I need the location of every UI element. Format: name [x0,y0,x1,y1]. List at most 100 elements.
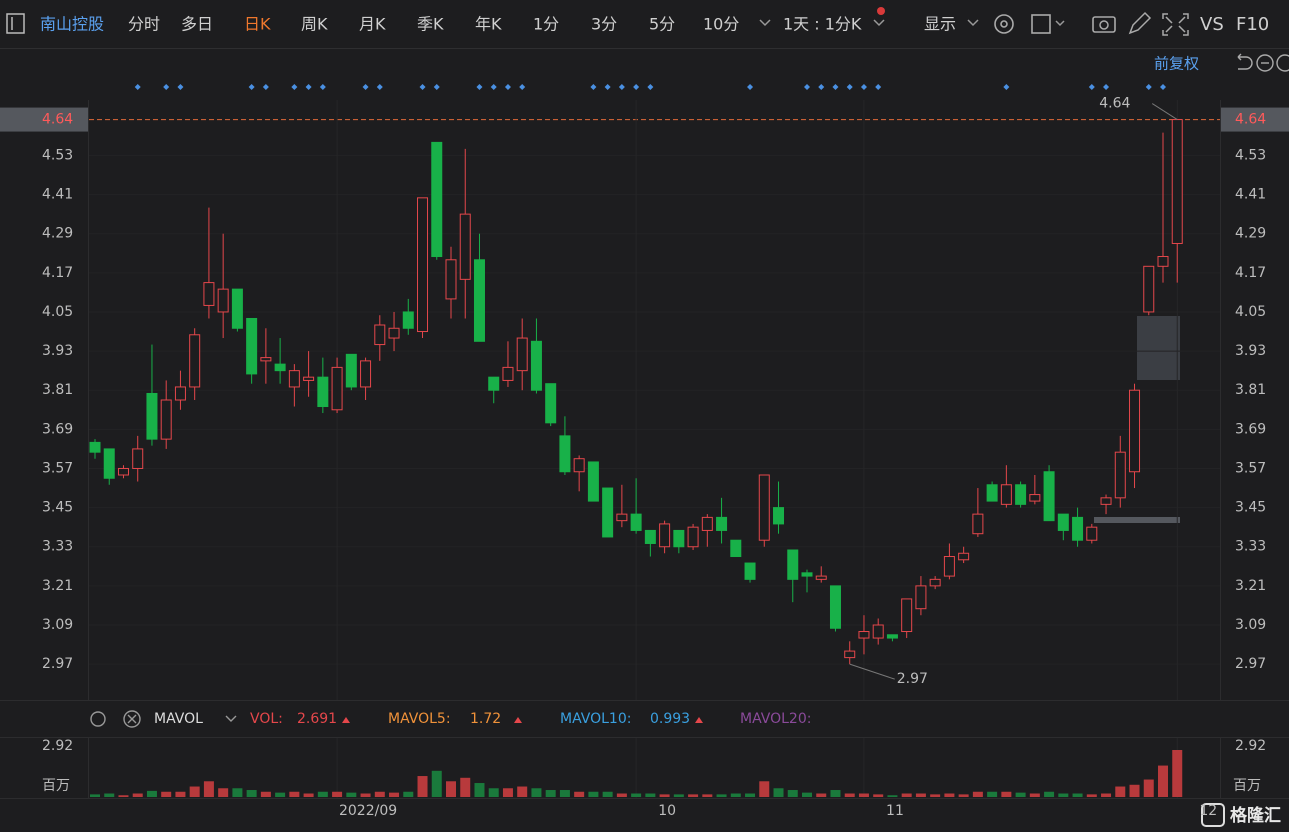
tab[interactable]: 日K [244,15,271,34]
candle-body [616,513,628,522]
y-tick-label: 4.17 [1235,265,1266,281]
tab[interactable]: 月K [359,15,386,34]
ma10-label: MAVOL10: [560,711,631,727]
y-tick-label: 3.81 [42,382,73,398]
candle-body [1171,119,1183,244]
close-icon[interactable] [123,710,141,728]
tab[interactable]: 1分 [533,15,559,34]
pen-icon[interactable] [1128,11,1152,35]
candle-body [1072,516,1084,541]
zoom-in-icon[interactable] [1276,54,1289,72]
volume-bar [104,793,115,797]
volume-bar [175,791,186,797]
vs[interactable]: VS [1200,14,1224,35]
tab[interactable]: 年K [475,15,502,34]
candle-body [288,370,300,388]
vol-label: VOL: [250,711,283,727]
tab[interactable]: 5分 [649,15,675,34]
f10[interactable]: F10 [1236,14,1269,35]
candle-body [260,357,272,362]
candle-body [587,461,599,502]
y-tick-label: 3.93 [42,343,73,359]
volume-bar [930,794,941,797]
candle-body [787,549,799,580]
dropdown[interactable] [1055,20,1065,27]
candle-body [174,386,186,401]
tab[interactable]: 周K [301,15,328,34]
candle-body [872,624,884,639]
volume-bar [446,781,456,797]
volume-bar [1115,786,1126,797]
candle-body [801,572,813,577]
tab[interactable]: 3分 [591,15,617,34]
candle-body [317,376,329,408]
dropdown[interactable] [967,19,979,27]
volume-bar [588,791,599,797]
candle-body [1029,494,1041,502]
last-price-tag [0,107,88,132]
dropdown[interactable] [873,19,885,27]
y-tick-label: 3.57 [1235,460,1266,476]
tab[interactable]: 分时 [128,15,160,34]
volume-tick-label: 2.92 [42,738,73,754]
fullscreen-icon[interactable] [1162,13,1189,36]
volume-bar [730,793,741,797]
stock-name[interactable]: 南山控股 [40,15,104,34]
tab[interactable]: 10分 [703,15,739,34]
event-marker [262,84,269,90]
volume-bar [887,795,898,797]
volume-bar [374,791,385,797]
event-marker [860,84,867,90]
y-tick-label: 3.57 [42,460,73,476]
last-price-label: 4.64 [42,112,73,128]
tab[interactable]: 季K [417,15,444,34]
dropdown[interactable] [759,19,771,27]
event-marker [376,84,383,90]
candle-body [815,575,827,580]
event-marker [291,84,298,90]
event-marker [818,84,825,90]
camera-icon[interactable] [1092,16,1116,33]
event-marker [1003,84,1010,90]
settings-icon[interactable] [90,711,106,727]
candle-body [929,578,941,587]
display[interactable]: 显示 [924,15,956,34]
candle-body [901,598,913,633]
candle-body [473,259,485,342]
candle-body [886,634,898,639]
volume-bar [915,793,926,797]
settings-icon[interactable] [994,14,1014,34]
volume-bar [745,793,756,797]
volume-bar [189,786,200,797]
vol-title: MAVOL [154,711,203,727]
volume-bar [773,788,784,797]
candle-body [659,523,671,548]
menu-icon[interactable] [6,13,25,34]
tab[interactable]: 多日 [181,15,213,34]
volume-bar [246,790,257,797]
y-tick-label: 3.45 [1235,500,1266,516]
y-tick-label: 3.33 [42,539,73,555]
zoom-out-icon[interactable] [1256,54,1274,72]
candle-body [1043,471,1055,522]
y-tick-label: 4.41 [1235,187,1266,203]
gap-box [1137,316,1180,380]
candle-body [573,458,585,473]
x-tick-label: 2022/09 [339,803,397,819]
volume-bar [688,794,699,797]
event-marker [832,84,839,90]
logo [1201,803,1225,827]
candle-body [431,141,443,258]
dropdown[interactable] [225,715,237,722]
candle-body [345,353,357,388]
undo-icon[interactable] [1237,53,1253,70]
adjust[interactable]: 前复权 [1154,55,1199,73]
volume-bar [474,783,485,797]
period[interactable]: 1天 : 1分K [783,15,862,34]
candle-body [1100,497,1112,505]
x-tick-label: 11 [886,803,904,819]
box-icon[interactable] [1031,14,1051,34]
candle-body [602,487,614,538]
candle-body [488,376,500,391]
